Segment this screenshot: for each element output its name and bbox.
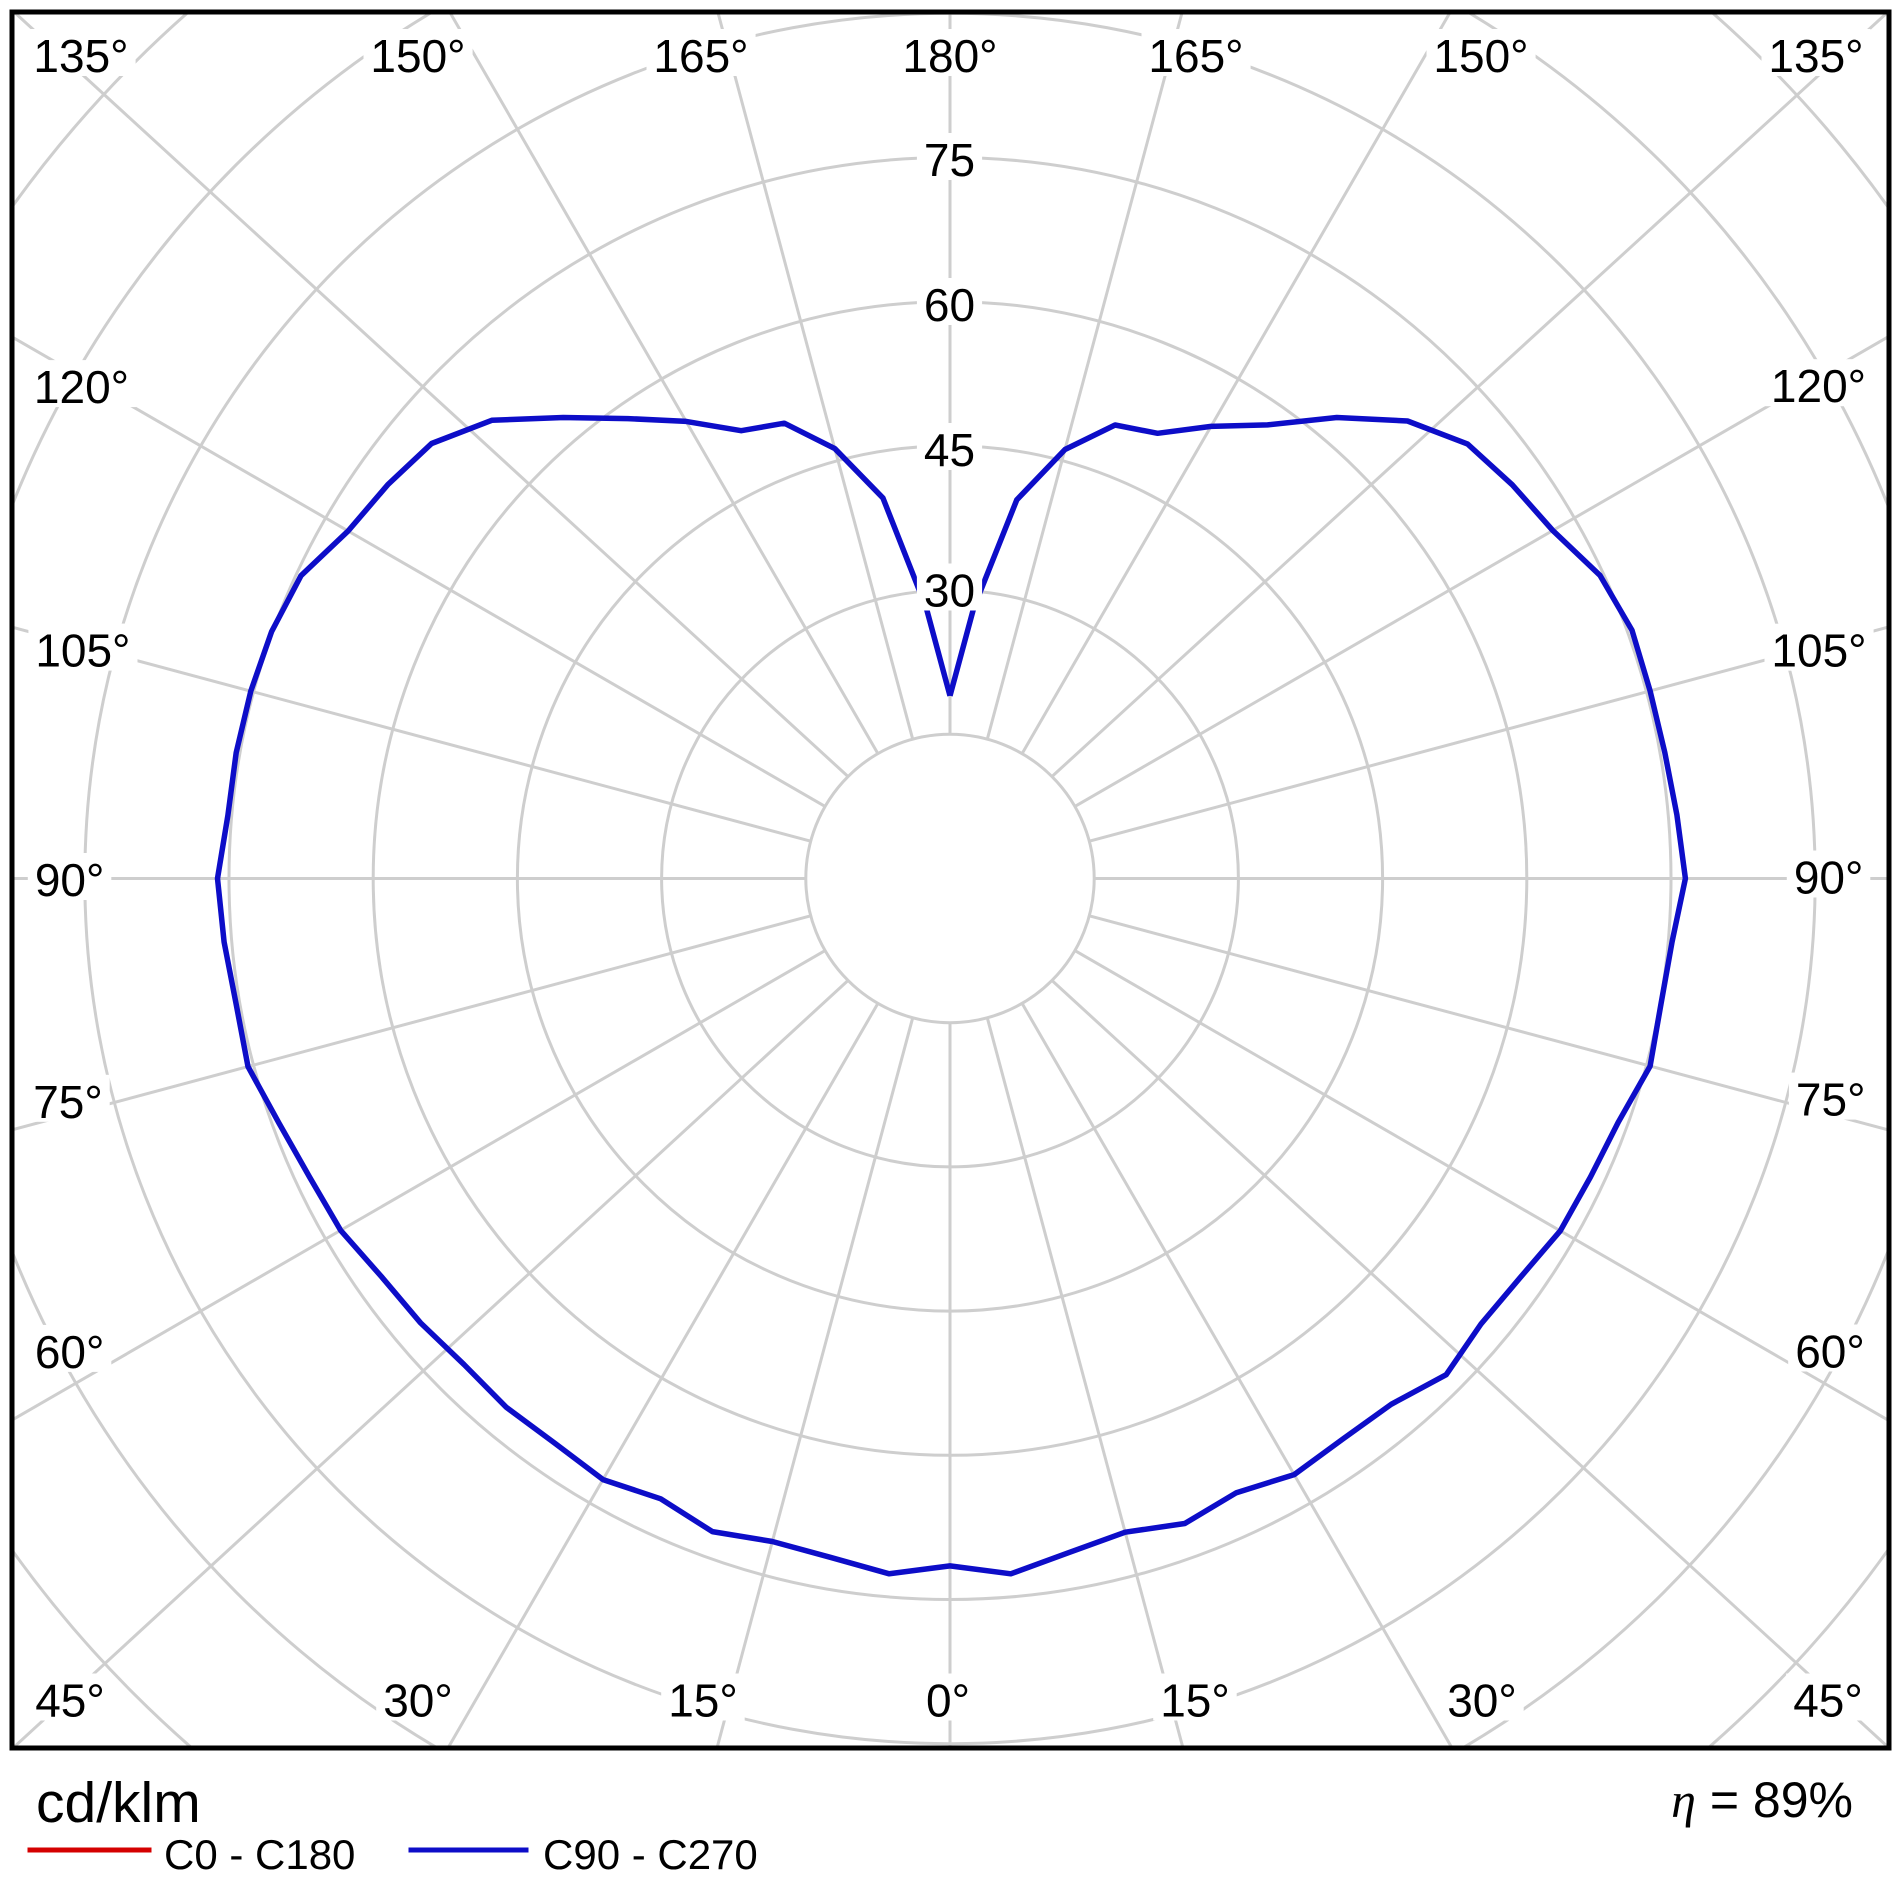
svg-text:15°: 15° (1160, 1675, 1230, 1727)
svg-text:30°: 30° (383, 1675, 453, 1727)
svg-text:75: 75 (924, 134, 975, 186)
svg-text:105°: 105° (1771, 625, 1866, 677)
svg-text:C90 - C270: C90 - C270 (543, 1831, 758, 1878)
svg-text:30: 30 (924, 565, 975, 617)
svg-text:105°: 105° (35, 625, 130, 677)
svg-text:0°: 0° (926, 1675, 970, 1727)
svg-text:η = 89%: η = 89% (1671, 1772, 1853, 1828)
svg-text:15°: 15° (668, 1675, 738, 1727)
svg-text:165°: 165° (653, 30, 748, 82)
svg-text:120°: 120° (1771, 360, 1866, 412)
svg-text:90°: 90° (35, 854, 105, 906)
svg-text:165°: 165° (1148, 30, 1243, 82)
svg-text:90°: 90° (1794, 852, 1864, 904)
svg-text:75°: 75° (1796, 1074, 1866, 1126)
svg-text:C0 - C180: C0 - C180 (164, 1831, 355, 1878)
svg-text:cd/klm: cd/klm (36, 1771, 201, 1835)
svg-text:135°: 135° (33, 30, 128, 82)
svg-text:60°: 60° (35, 1326, 105, 1378)
svg-text:180°: 180° (902, 30, 997, 82)
svg-text:135°: 135° (1768, 30, 1863, 82)
svg-text:75°: 75° (33, 1076, 103, 1128)
svg-text:60: 60 (924, 279, 975, 331)
svg-text:150°: 150° (370, 30, 465, 82)
svg-text:45: 45 (924, 424, 975, 476)
svg-text:45°: 45° (35, 1675, 105, 1727)
svg-text:45°: 45° (1793, 1675, 1863, 1727)
svg-text:120°: 120° (34, 361, 129, 413)
svg-text:30°: 30° (1447, 1675, 1517, 1727)
svg-text:150°: 150° (1433, 30, 1528, 82)
svg-text:60°: 60° (1795, 1326, 1865, 1378)
